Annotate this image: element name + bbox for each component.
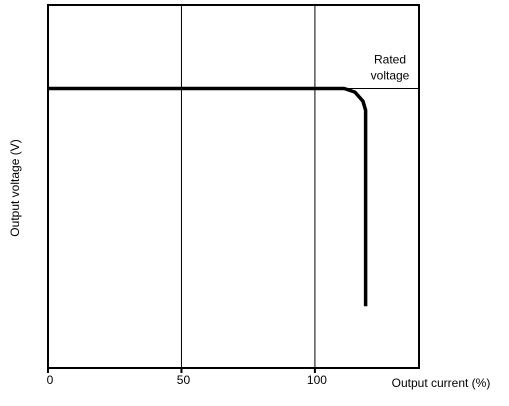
x-tick-label: 100 <box>307 373 327 387</box>
x-tick-label: 50 <box>177 373 191 387</box>
reference-label: Rated <box>374 53 406 67</box>
y-axis-label: Output voltage (V) <box>8 139 22 236</box>
x-axis-label: Output current (%) <box>392 376 491 390</box>
data-line <box>48 86 368 307</box>
x-tick-label: 0 <box>47 373 54 387</box>
plot-frame <box>47 4 420 369</box>
reference-label: voltage <box>371 69 410 83</box>
